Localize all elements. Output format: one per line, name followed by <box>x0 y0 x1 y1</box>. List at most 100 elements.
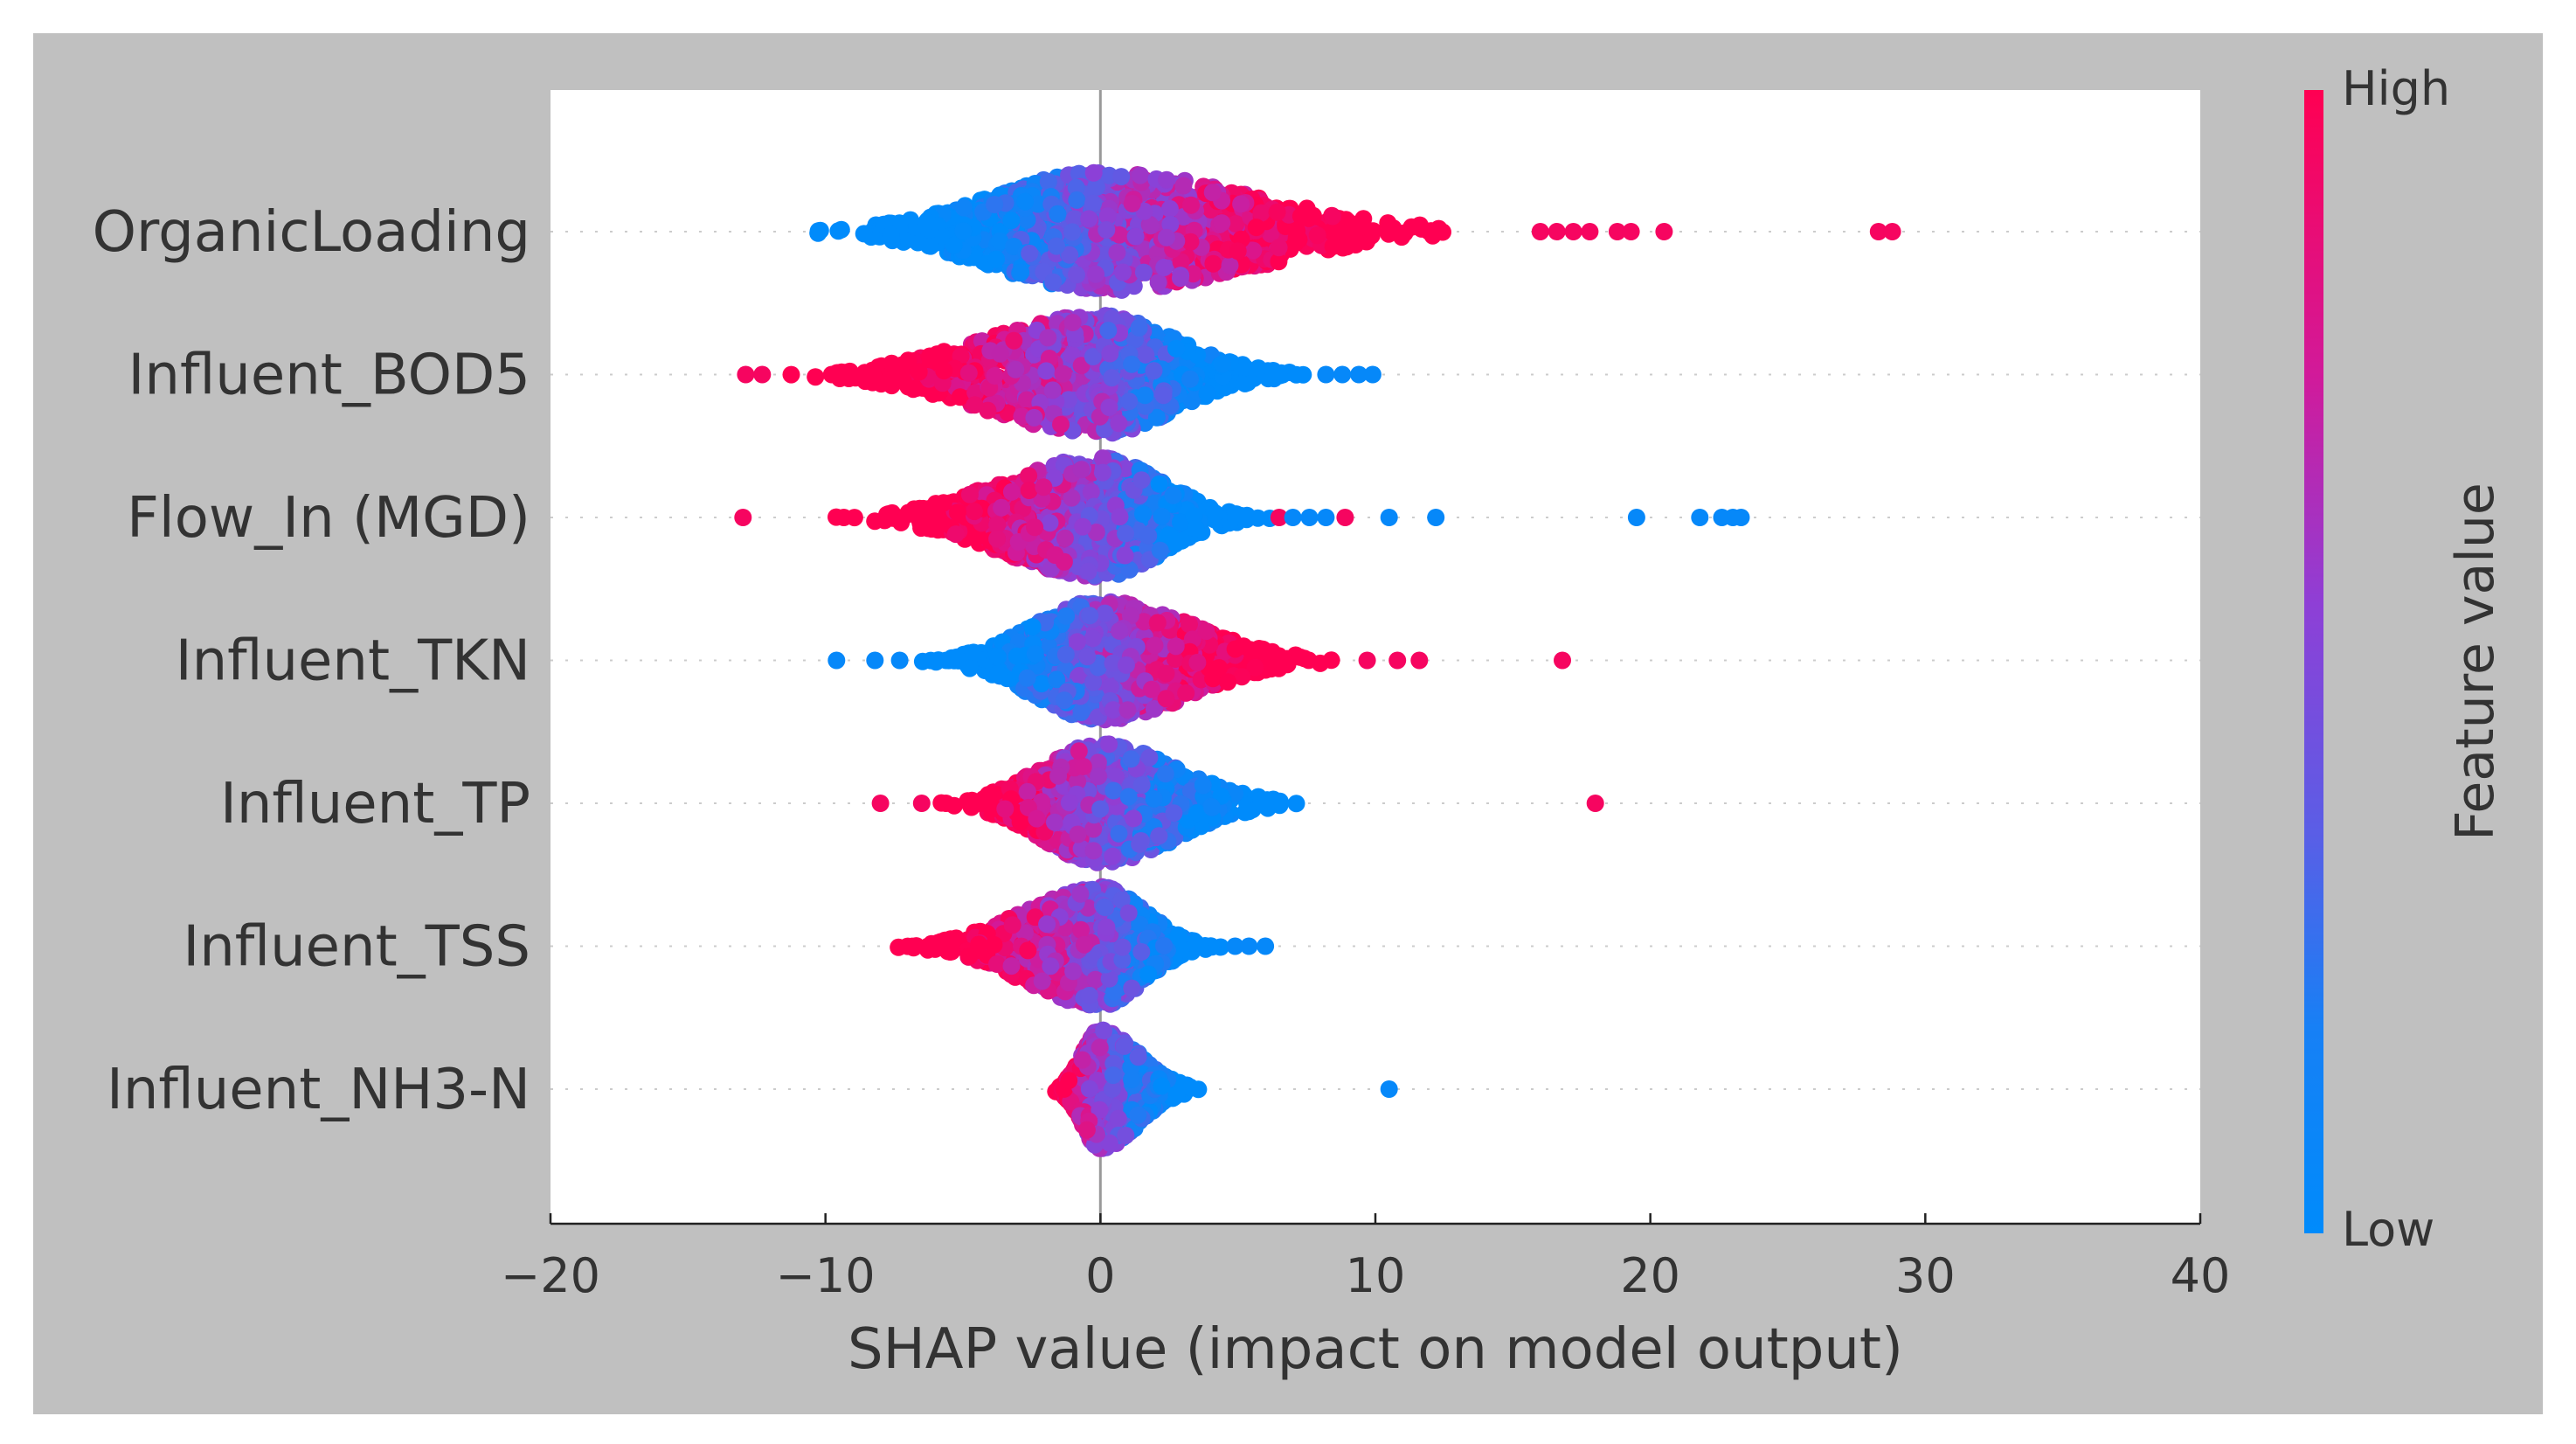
shap-outlier-dot <box>1317 509 1335 526</box>
shap-dot <box>951 388 969 406</box>
shap-dot <box>1082 482 1100 501</box>
shap-dot <box>1288 221 1306 240</box>
shap-dot <box>1098 221 1116 239</box>
shap-dot <box>1187 519 1205 538</box>
shap-dot <box>1151 541 1169 559</box>
shap-dot <box>1171 269 1189 288</box>
shap-dot <box>1150 475 1168 493</box>
shap-dot <box>1117 524 1134 543</box>
shap-dot <box>1068 266 1085 284</box>
shap-dot <box>1079 562 1098 580</box>
shap-dot <box>1054 364 1072 383</box>
shap-dot <box>1423 226 1442 245</box>
shap-outlier-dot <box>1333 365 1352 384</box>
shap-dot <box>910 363 928 381</box>
shap-outlier-dot <box>1336 509 1354 526</box>
shap-dot <box>1143 680 1160 698</box>
shap-dot <box>1270 253 1288 271</box>
shap-dot <box>1146 636 1164 655</box>
shap-dot <box>960 659 979 677</box>
shap-dot <box>876 511 894 530</box>
shap-dot <box>1044 273 1063 291</box>
shap-dot <box>1155 259 1174 276</box>
shap-dot <box>1181 370 1199 388</box>
shap-dot <box>1126 227 1145 246</box>
shap-dot <box>1213 355 1231 373</box>
shap-dot <box>1164 486 1182 504</box>
shap-outlier-dot <box>1627 509 1645 526</box>
shap-dot <box>1232 195 1250 213</box>
shap-dot <box>1257 643 1274 662</box>
shap-dot <box>1093 463 1111 482</box>
shap-dot <box>1250 359 1267 378</box>
shap-dot <box>1070 164 1088 183</box>
shap-dot <box>1145 362 1163 380</box>
shap-dot <box>1002 482 1021 501</box>
shap-dot <box>1177 684 1195 702</box>
shap-dot <box>782 365 800 384</box>
shap-dot <box>1130 319 1148 337</box>
shap-outlier-dot <box>828 651 846 670</box>
shap-dot <box>1084 194 1102 212</box>
shap-dot <box>1157 664 1175 683</box>
shap-outlier-dot <box>1317 365 1335 384</box>
shap-dot <box>1291 207 1310 226</box>
shap-dot <box>1116 546 1134 565</box>
shap-dot <box>1221 256 1239 274</box>
shap-dot <box>1039 329 1057 347</box>
shap-dot <box>1108 243 1126 261</box>
shap-dot <box>832 220 850 239</box>
shap-dot <box>1225 505 1243 524</box>
shap-dot <box>1008 647 1026 665</box>
shap-dot <box>1018 669 1036 687</box>
shap-dot <box>991 344 1009 363</box>
shap-dot <box>927 518 945 537</box>
shap-dot <box>1182 196 1200 214</box>
shap-dot <box>1120 392 1139 411</box>
shap-dot <box>1114 263 1132 281</box>
shap-dot <box>1123 194 1141 212</box>
beeswarm-dots <box>734 163 1901 1157</box>
shap-dot <box>918 213 936 231</box>
shap-dot <box>946 525 965 544</box>
shap-outlier-dot <box>1564 223 1582 240</box>
shap-dot <box>845 509 863 527</box>
shap-outlier-dot <box>1655 223 1673 240</box>
shap-dot <box>1016 192 1035 211</box>
shap-dot <box>987 250 1006 268</box>
shap-dot <box>937 651 955 670</box>
shap-dot <box>1153 507 1171 525</box>
shap-dot <box>1134 263 1153 281</box>
shap-dot <box>1148 614 1167 632</box>
shap-outlier-dot <box>866 651 884 670</box>
shap-dot <box>1347 216 1365 234</box>
shap-dot <box>1197 622 1215 641</box>
shap-dot <box>1021 244 1039 262</box>
shap-dot <box>1098 207 1117 226</box>
shap-dot <box>1087 177 1105 196</box>
shap-dot <box>993 498 1011 517</box>
shap-dot <box>1041 514 1059 532</box>
shap-dot <box>1123 355 1141 373</box>
shap-dot <box>807 368 825 386</box>
shap-outlier-dot <box>1531 223 1549 240</box>
shap-dot <box>1149 274 1167 292</box>
shap-dot <box>1247 219 1265 237</box>
shap-dot <box>913 652 931 670</box>
shap-outlier-dot <box>737 365 755 384</box>
shap-dot <box>1007 360 1025 378</box>
shap-dot <box>1039 172 1057 191</box>
shap-outlier-dot <box>890 651 909 670</box>
shap-dot <box>1072 461 1091 479</box>
shap-dot <box>1112 168 1131 186</box>
shap-dot <box>1236 374 1254 392</box>
shap-dot <box>960 485 979 503</box>
shap-dot <box>1270 659 1288 677</box>
shap-dot <box>989 664 1008 683</box>
shap-dot <box>881 371 899 389</box>
shap-dot <box>921 235 939 253</box>
shap-dot <box>1018 391 1035 409</box>
shap-outlier-dot <box>1300 509 1319 526</box>
shap-dot <box>1068 191 1086 209</box>
shap-dot <box>1157 690 1175 708</box>
